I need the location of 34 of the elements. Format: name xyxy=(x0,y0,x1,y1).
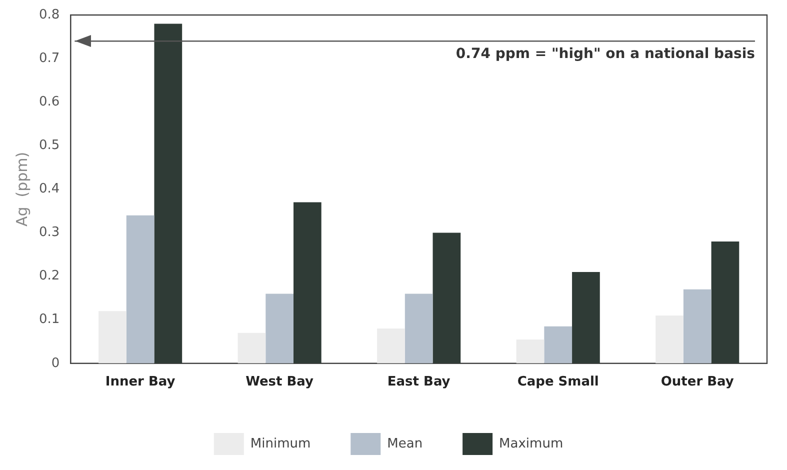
y-tick-label: 0.5 xyxy=(38,138,60,154)
y-tick-label: 0.2 xyxy=(38,268,60,284)
legend-label: Mean xyxy=(387,436,423,452)
y-tick-label: 0 xyxy=(51,356,60,371)
bar xyxy=(266,294,294,364)
x-tick-label: East Bay xyxy=(387,374,451,390)
bar xyxy=(432,232,461,364)
bar xyxy=(572,272,600,364)
bar xyxy=(711,241,740,364)
x-tick-label: Inner Bay xyxy=(105,374,176,390)
x-tick-label: Cape Small xyxy=(517,374,599,390)
y-axis-title: Ag (ppm) xyxy=(12,152,31,227)
y-tick-label: 0.7 xyxy=(38,50,60,66)
x-tick-label: Outer Bay xyxy=(660,374,734,390)
bar xyxy=(377,328,405,364)
bar xyxy=(544,326,572,364)
y-tick-label: 0.8 xyxy=(38,7,60,22)
bar xyxy=(238,332,266,364)
bar xyxy=(656,315,684,364)
bar xyxy=(154,24,182,364)
y-tick-label: 0.3 xyxy=(38,225,60,240)
bar xyxy=(294,202,322,364)
bar xyxy=(98,311,126,364)
y-tick-label: 0.6 xyxy=(38,94,60,110)
x-tick-label: West Bay xyxy=(246,374,314,390)
bar xyxy=(683,289,712,364)
y-tick-label: 0.1 xyxy=(38,312,60,328)
bar xyxy=(404,294,433,364)
bar xyxy=(126,215,154,364)
y-tick-label: 0.4 xyxy=(38,182,60,197)
legend-label: Maximum xyxy=(499,436,564,452)
ref-line-label: 0.74 ppm = "high" on a national basis xyxy=(456,46,755,62)
legend-label: Minimum xyxy=(250,436,311,452)
bar xyxy=(516,339,544,364)
